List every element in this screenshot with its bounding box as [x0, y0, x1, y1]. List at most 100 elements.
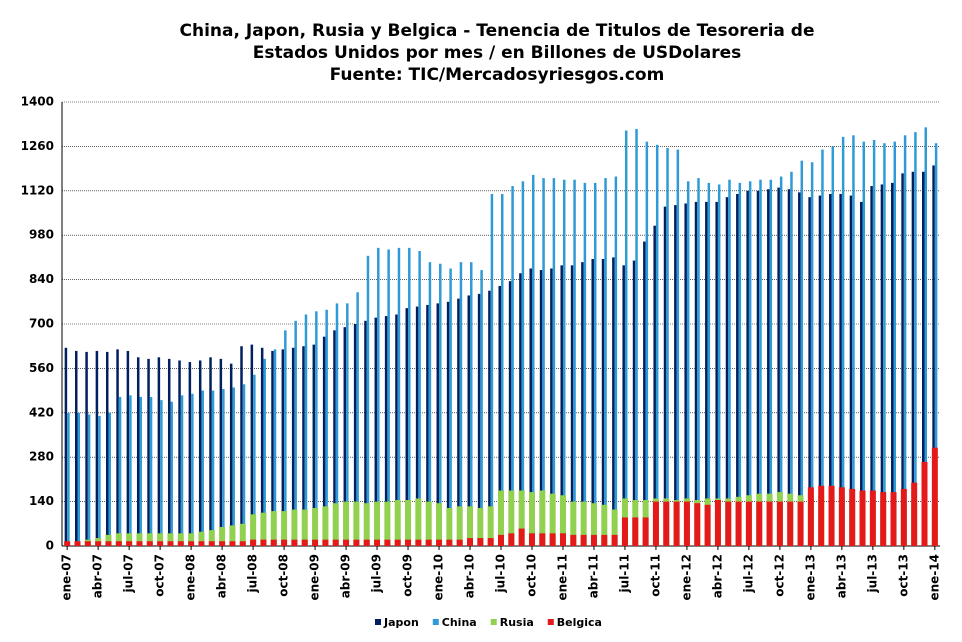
bar	[604, 178, 607, 546]
bar	[95, 350, 99, 546]
bar	[284, 330, 287, 546]
bar	[353, 539, 360, 546]
bar	[467, 538, 474, 546]
bar	[374, 317, 378, 546]
bar	[364, 320, 367, 546]
bar	[428, 262, 432, 546]
bar	[449, 268, 452, 546]
bar	[64, 347, 68, 546]
bar	[611, 534, 618, 546]
x-tick-label: abr-10	[463, 554, 477, 598]
bar	[177, 541, 184, 546]
bar	[704, 504, 711, 546]
bar	[528, 492, 535, 546]
bar	[95, 541, 102, 546]
x-tick-label: oct-09	[401, 554, 415, 597]
bar	[405, 539, 412, 546]
bar	[900, 488, 907, 546]
bar	[147, 358, 150, 546]
bar	[129, 395, 132, 546]
bar	[903, 135, 907, 547]
bar	[531, 174, 535, 546]
bar	[260, 347, 264, 546]
bar	[157, 533, 164, 546]
bar	[418, 251, 421, 547]
y-tick-label: 1260	[21, 139, 54, 153]
bar	[800, 160, 804, 546]
bar	[98, 415, 101, 546]
legend-swatch	[375, 619, 381, 625]
bar	[542, 178, 545, 546]
bar	[849, 488, 856, 546]
bar	[177, 533, 184, 546]
bar	[146, 533, 153, 546]
bar	[911, 171, 915, 546]
bar	[498, 490, 504, 546]
bar	[539, 270, 543, 546]
y-tick-label: 700	[29, 317, 54, 331]
bar	[663, 206, 667, 546]
bar	[77, 412, 80, 546]
bar	[384, 501, 391, 546]
bar	[539, 533, 546, 546]
bar	[674, 205, 677, 547]
bar	[581, 262, 584, 546]
bar	[126, 541, 133, 546]
bar	[570, 534, 577, 546]
bar	[188, 533, 195, 546]
bar	[136, 357, 140, 546]
bar	[242, 384, 246, 546]
bar	[436, 539, 443, 546]
bar	[676, 149, 680, 547]
bar	[332, 503, 339, 546]
bar	[108, 412, 111, 546]
bar	[395, 314, 398, 546]
bar	[439, 263, 442, 546]
y-tick-label: 280	[29, 450, 54, 464]
bar	[270, 511, 277, 546]
bar	[891, 182, 894, 546]
bar	[260, 512, 267, 546]
x-tick-label: jul-08	[246, 554, 260, 593]
bar	[219, 526, 226, 546]
bar	[580, 501, 587, 546]
bar	[467, 506, 474, 546]
bar	[622, 265, 625, 546]
bar	[862, 141, 866, 546]
bar	[518, 490, 525, 546]
legend-swatch	[490, 619, 497, 625]
bar	[477, 293, 481, 546]
bar	[787, 501, 794, 546]
bar	[188, 541, 195, 546]
x-tick-label: ene-13	[803, 554, 817, 601]
bar	[655, 144, 659, 547]
bar	[281, 511, 288, 546]
bar	[591, 258, 594, 546]
bar	[797, 501, 804, 546]
bar	[738, 182, 742, 546]
bar	[808, 197, 811, 546]
bar	[240, 346, 243, 546]
bar	[562, 179, 566, 546]
bar	[105, 541, 112, 546]
bar	[798, 192, 801, 546]
bar	[105, 534, 112, 546]
bar	[645, 141, 649, 546]
bar	[384, 539, 391, 546]
bar	[521, 181, 525, 547]
bar	[914, 132, 917, 546]
bar	[84, 541, 91, 546]
bar	[601, 504, 608, 546]
bar	[335, 303, 339, 546]
bar	[705, 201, 708, 546]
bar	[611, 509, 618, 546]
bar	[593, 182, 597, 546]
bar	[922, 171, 925, 546]
bar	[828, 485, 835, 546]
bar	[260, 539, 267, 546]
bar	[508, 490, 515, 546]
y-tick-label: 140	[29, 494, 54, 508]
bar	[146, 541, 153, 546]
bar	[841, 136, 845, 546]
bar	[673, 501, 680, 546]
